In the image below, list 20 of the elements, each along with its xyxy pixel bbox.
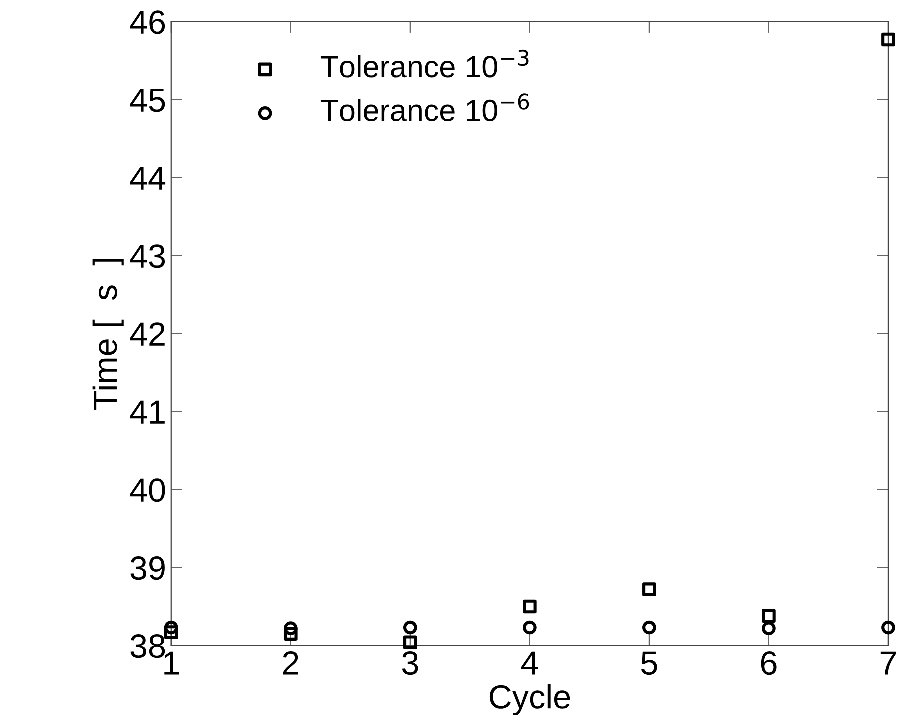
y-tick-label: 40 — [130, 478, 166, 502]
y-tick-label: 39 — [130, 556, 165, 580]
x-tick-label: 3 — [402, 651, 418, 676]
x-tick-label: 2 — [283, 651, 298, 675]
y-tick-label: 46 — [130, 10, 166, 34]
x-tick-label: 7 — [880, 652, 896, 675]
y-tick-label: 45 — [130, 88, 166, 112]
y-axis-title: Time [ s ] — [92, 259, 124, 410]
x-tick-label: 1 — [164, 652, 180, 675]
y-tick-label: 38 — [130, 634, 166, 658]
x-tick-label: 5 — [642, 652, 658, 676]
y-tick-label: 42 — [130, 322, 165, 346]
y-tick-label: 43 — [130, 244, 166, 268]
legend-label: Tolerance 10$^{−6}$ — [320, 94, 530, 122]
y-tick-label: 44 — [130, 166, 166, 190]
y-tick-label: 41 — [130, 400, 165, 424]
x-tick-label: 6 — [761, 651, 777, 676]
x-axis-title: Cycle — [490, 684, 570, 716]
x-tick-label: 4 — [521, 652, 538, 675]
legend-label: Tolerance 10$^{−3}$ — [320, 50, 529, 78]
